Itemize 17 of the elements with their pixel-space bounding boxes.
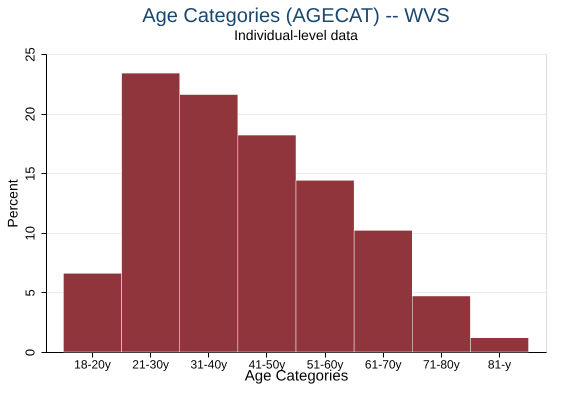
y-tick-label: 25: [22, 47, 38, 62]
x-tick-label: 18-20y: [74, 358, 111, 372]
x-tick-label: 81-y: [488, 358, 512, 372]
x-tick-label: 41-50y: [248, 358, 286, 372]
y-axis-title: Percent: [4, 179, 20, 228]
x-tick-label: 51-60y: [306, 358, 344, 372]
x-tick-label: 71-80y: [422, 358, 460, 372]
x-tick-label: 31-40y: [190, 358, 228, 372]
y-tick-label: 20: [22, 106, 38, 122]
x-tick-label: 21-30y: [132, 358, 170, 372]
y-tick-label: 10: [22, 226, 38, 241]
x-tick-label: 61-70y: [364, 358, 402, 372]
chart-title: Age Categories (AGECAT) -- WVS: [142, 4, 450, 27]
y-tick-label: 0: [22, 348, 38, 356]
y-tick-label: 5: [22, 289, 38, 297]
y-tick-label: 15: [22, 166, 38, 181]
chart-subtitle: Individual-level data: [234, 26, 358, 43]
